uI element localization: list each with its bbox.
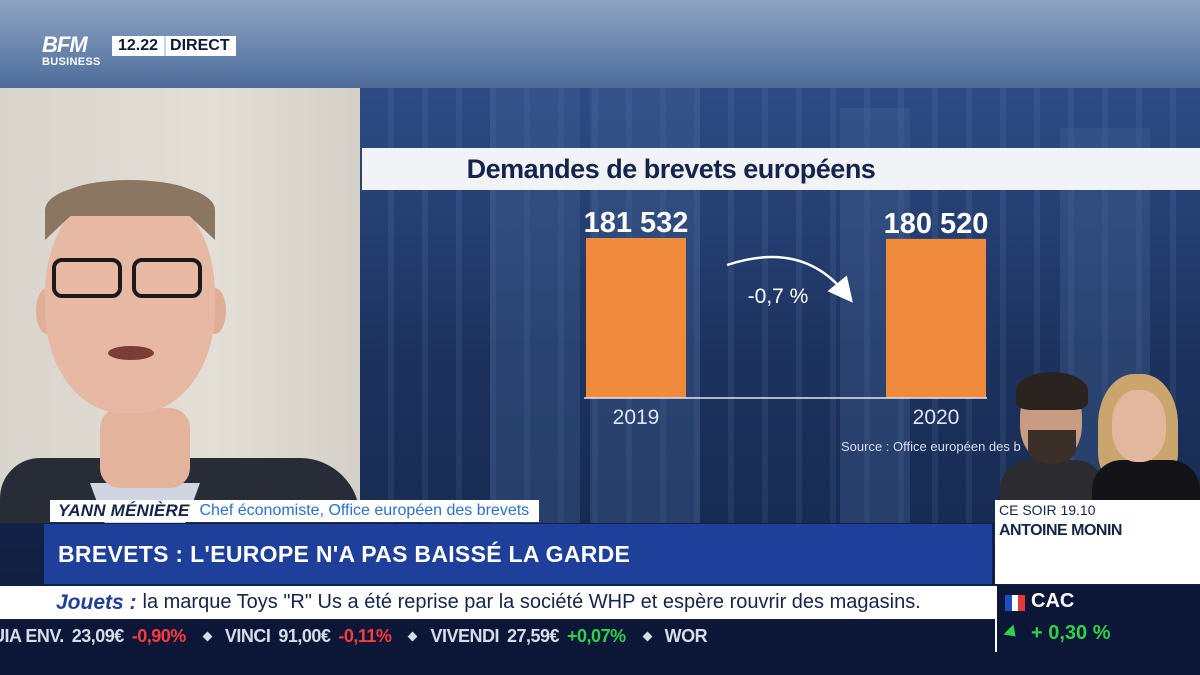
logo-text: BFM (42, 32, 88, 57)
market-name: VIVENDI (430, 625, 499, 646)
market-change: +0,07% (567, 625, 626, 646)
guest-role: Chef économiste, Office européen des bre… (199, 502, 530, 519)
category-label: 2020 (913, 406, 960, 429)
change-label: -0,7 % (748, 285, 809, 308)
market-value: 23,09€ (71, 625, 125, 646)
market-name: WOR (664, 625, 708, 646)
channel-logo: BFM BUSINESS (42, 32, 106, 75)
bar-chart: 181 532 2019 180 520 2020 -0,7 % (584, 207, 989, 429)
market-item: WOR (665, 626, 716, 647)
separator-icon (642, 631, 653, 641)
programme-box: CE SOIR 19.10 ANTOINE MONIN (995, 500, 1200, 584)
market-name: VINCI (224, 625, 271, 646)
programme-time: CE SOIR 19.10 (999, 502, 1096, 518)
category-label: 2019 (613, 406, 660, 429)
presenters-photo (1000, 360, 1200, 500)
clock-live-badge: 12.22 DIRECT (112, 36, 236, 56)
chart-source: Source : Office européen des b (841, 439, 1021, 454)
market-item: UIA ENV. 23,09€ -0,90% (0, 626, 186, 647)
change-arrow (726, 255, 853, 303)
chart-title: Demandes de brevets européens (466, 153, 876, 184)
index-change: + 0,30 % (1031, 622, 1111, 644)
guest-face (45, 183, 215, 413)
market-value: 91,00€ (278, 625, 331, 646)
guest-name-bar: YANN MÉNIÈRE Chef économiste, Office eur… (50, 500, 540, 522)
index-name: CAC (1031, 590, 1075, 612)
ticker-text: la marque Toys "R" Us a été reprise par … (142, 591, 921, 613)
market-value: 27,59€ (506, 625, 560, 646)
value-label: 181 532 (584, 207, 689, 239)
market-name: UIA ENV. (0, 625, 64, 646)
ticker-tag: Jouets : (56, 590, 137, 614)
separator-icon (407, 631, 418, 641)
index-box: CAC + 0,30 % (995, 586, 1200, 652)
france-flag-icon (1005, 595, 1026, 611)
programme-name: ANTOINE MONIN (999, 522, 1122, 539)
bar-2019 (586, 238, 686, 398)
market-change: -0,90% (131, 625, 187, 646)
guest-mouth (108, 346, 154, 360)
bar-2020 (886, 238, 986, 398)
live-label: DIRECT (164, 36, 236, 56)
market-change: -0,11% (338, 625, 392, 646)
arrow-up-icon (1003, 624, 1021, 642)
headline-bar: BREVETS : L'EUROPE N'A PAS BAISSÉ LA GAR… (44, 524, 992, 584)
bottom-strip (0, 652, 1200, 675)
logo-subtext: BUSINESS (42, 56, 101, 68)
news-ticker: Jouets : la marque Toys "R" Us a été rep… (0, 586, 995, 619)
guest-glasses (48, 258, 208, 302)
chart-title-bar: Demandes de brevets européens (362, 148, 1200, 190)
market-item: VIVENDI 27,59€ +0,07% (430, 625, 626, 647)
clock-time: 12.22 (112, 36, 165, 56)
value-label: 180 520 (884, 208, 989, 240)
guest-video (0, 88, 360, 523)
market-ticker: UIA ENV. 23,09€ -0,90% VINCI 91,00€ -0,1… (0, 620, 995, 652)
guest-name: YANN MÉNIÈRE (58, 501, 190, 520)
market-item: VINCI 91,00€ -0,11% (225, 626, 392, 647)
guest-neck (100, 408, 190, 488)
headline: BREVETS : L'EUROPE N'A PAS BAISSÉ LA GAR… (58, 540, 631, 567)
separator-icon (202, 631, 213, 641)
